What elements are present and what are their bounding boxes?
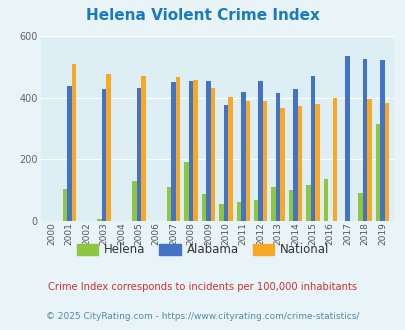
Bar <box>136 88 141 221</box>
Bar <box>219 204 223 221</box>
Bar <box>132 181 136 221</box>
Bar <box>362 59 367 221</box>
Bar <box>184 162 188 221</box>
Bar <box>310 76 314 221</box>
Bar <box>67 85 71 221</box>
Bar <box>193 80 197 221</box>
Bar <box>201 194 206 221</box>
Bar <box>171 82 175 221</box>
Bar <box>297 106 302 221</box>
Bar <box>206 81 210 221</box>
Text: Crime Index corresponds to incidents per 100,000 inhabitants: Crime Index corresponds to incidents per… <box>48 282 357 292</box>
Bar <box>358 193 362 221</box>
Bar <box>262 101 267 221</box>
Bar <box>223 105 228 221</box>
Bar <box>166 187 171 221</box>
Bar <box>175 77 180 221</box>
Bar <box>384 103 388 221</box>
Bar <box>375 124 379 221</box>
Legend: Helena, Alabama, National: Helena, Alabama, National <box>72 239 333 261</box>
Bar <box>292 89 297 221</box>
Bar <box>253 200 258 221</box>
Bar <box>141 76 145 221</box>
Bar <box>62 189 67 221</box>
Bar <box>106 74 111 221</box>
Bar <box>188 81 193 221</box>
Bar <box>288 190 292 221</box>
Bar <box>271 187 275 221</box>
Bar <box>367 99 371 221</box>
Bar <box>210 88 215 221</box>
Bar <box>102 89 106 221</box>
Bar <box>71 64 76 221</box>
Bar <box>258 81 262 221</box>
Bar <box>314 104 319 221</box>
Bar <box>345 56 349 221</box>
Bar <box>275 93 280 221</box>
Bar <box>236 202 241 221</box>
Bar <box>241 92 245 221</box>
Bar <box>332 98 336 221</box>
Text: Helena Violent Crime Index: Helena Violent Crime Index <box>86 8 319 23</box>
Bar <box>228 97 232 221</box>
Bar <box>379 60 384 221</box>
Bar <box>280 108 284 221</box>
Bar <box>305 185 310 221</box>
Bar <box>97 219 102 221</box>
Text: © 2025 CityRating.com - https://www.cityrating.com/crime-statistics/: © 2025 CityRating.com - https://www.city… <box>46 312 359 321</box>
Bar <box>323 179 327 221</box>
Bar <box>245 101 249 221</box>
